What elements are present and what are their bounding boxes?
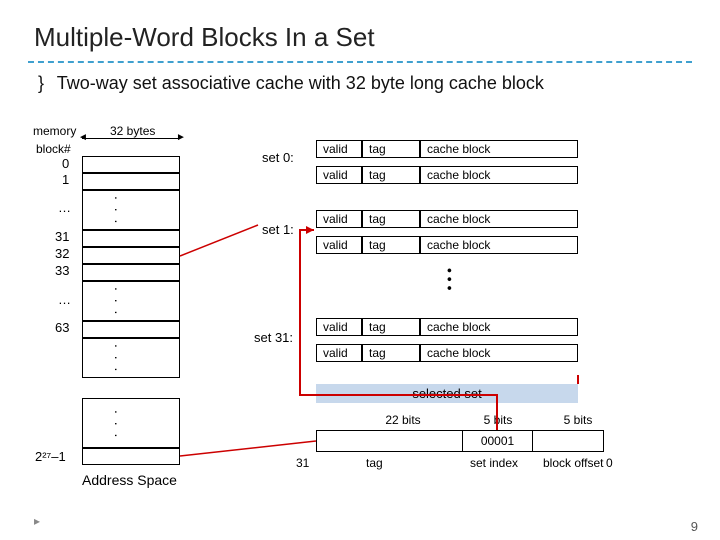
cache-row-s31-w1: valid tag cache block — [316, 344, 578, 362]
mem-block-1 — [82, 173, 180, 190]
cache-row-s0-w1: valid tag cache block — [316, 166, 578, 184]
set-0-label: set 0: — [262, 150, 294, 165]
tag-cell: tag — [362, 166, 420, 184]
tag-cell: tag — [362, 140, 420, 158]
block-cell: cache block — [420, 210, 578, 228]
cache-row-s1-w0: valid tag cache block — [316, 210, 578, 228]
subtitle-text: Two-way set associative cache with 32 by… — [57, 73, 544, 93]
mem-width-line — [82, 138, 180, 139]
addr-off-field — [533, 431, 603, 451]
mem-block-ellipsis-1 — [82, 190, 180, 230]
mem-block-33 — [82, 264, 180, 281]
page-number: 9 — [691, 519, 698, 534]
bnum-63: 63 — [55, 320, 69, 335]
mem-block-63 — [82, 321, 180, 338]
block-cell: cache block — [420, 236, 578, 254]
tag-cell: tag — [362, 210, 420, 228]
addr-tag-label: tag — [366, 456, 383, 470]
arrow-left-icon: ◄ — [78, 132, 88, 143]
block-cell: cache block — [420, 140, 578, 158]
bits-off: 5 bits — [548, 413, 608, 427]
mem-block-32 — [82, 247, 180, 264]
mem-block-last — [82, 448, 180, 465]
cache-vdots: • • • — [442, 268, 458, 290]
tag-cell: tag — [362, 236, 420, 254]
bnum-e1: … — [58, 200, 71, 215]
block-cell: cache block — [420, 166, 578, 184]
arrow-right-icon: ► — [176, 132, 186, 143]
valid-cell: valid — [316, 166, 362, 184]
footer-marker-icon: ▸ — [34, 514, 40, 528]
mem-block-0 — [82, 156, 180, 173]
mem-block-31 — [82, 230, 180, 247]
valid-cell: valid — [316, 318, 362, 336]
address-space-label: Address Space — [82, 472, 177, 488]
addr-tag-field — [317, 431, 463, 451]
tag-cell: tag — [362, 318, 420, 336]
bullet-glyph: } — [38, 73, 52, 94]
subtitle-row: } Two-way set associative cache with 32 … — [0, 71, 720, 94]
mem-block-ellipsis-4 — [82, 398, 180, 448]
addr-hi: 31 — [296, 456, 309, 470]
bnum-1: 1 — [62, 172, 69, 187]
mem-dots-3: . . . — [112, 344, 128, 373]
bnum-32: 32 — [55, 246, 69, 261]
bnum-e2: … — [58, 292, 71, 307]
set-31-label: set 31: — [254, 330, 293, 345]
block-cell: cache block — [420, 318, 578, 336]
mem-dots-1: . . . — [112, 196, 128, 225]
valid-cell: valid — [316, 236, 362, 254]
bnum-0: 0 — [62, 156, 69, 171]
blocknum-label: block# — [36, 142, 71, 156]
bnum-31: 31 — [55, 229, 69, 244]
bnum-last: 2²⁷–1 — [35, 449, 66, 464]
bits-tag: 22 bits — [358, 413, 448, 427]
cache-row-s31-w0: valid tag cache block — [316, 318, 578, 336]
addr-idx-field: 00001 — [463, 431, 533, 451]
addr-off-label: block offset — [543, 456, 603, 470]
block-cell: cache block — [420, 344, 578, 362]
tag-cell: tag — [362, 344, 420, 362]
set-1-label: set 1: — [262, 222, 294, 237]
addr-lo: 0 — [606, 456, 613, 470]
addr-idx-label: set index — [470, 456, 518, 470]
title-underline — [28, 61, 692, 63]
mem-dots-2: . . . — [112, 287, 128, 316]
cache-row-s0-w0: valid tag cache block — [316, 140, 578, 158]
mem-dots-4: . . . — [112, 410, 128, 439]
valid-cell: valid — [316, 210, 362, 228]
valid-cell: valid — [316, 140, 362, 158]
cache-row-s1-w1: valid tag cache block — [316, 236, 578, 254]
valid-cell: valid — [316, 344, 362, 362]
mem-block-ellipsis-2 — [82, 281, 180, 321]
bnum-33: 33 — [55, 263, 69, 278]
bits-idx: 5 bits — [468, 413, 528, 427]
address-box: 00001 — [316, 430, 604, 452]
slide-title: Multiple-Word Blocks In a Set — [0, 0, 720, 61]
mem-block-ellipsis-3 — [82, 338, 180, 378]
bytes-label: 32 bytes — [110, 124, 155, 138]
selected-set-bar: selected set — [316, 384, 578, 403]
memory-label: memory — [33, 124, 76, 138]
